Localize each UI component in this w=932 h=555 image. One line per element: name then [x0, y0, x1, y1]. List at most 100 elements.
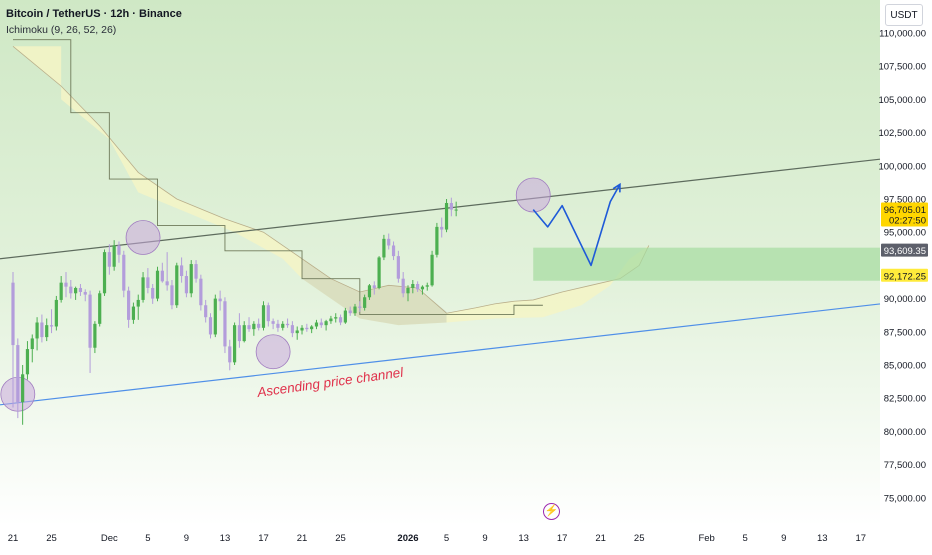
x-tick-label-2: Dec — [101, 533, 118, 544]
candle-body-74 — [368, 285, 371, 297]
x-tick-label-13: 17 — [557, 533, 568, 544]
y-tick-label-8: 87,500.00 — [884, 327, 926, 338]
candle-body-83 — [411, 284, 414, 288]
highlight-circle-2 — [126, 221, 160, 255]
candle-body-70 — [349, 311, 352, 314]
candle-body-33 — [170, 285, 173, 305]
y-tick-label-13: 75,000.00 — [884, 493, 926, 504]
candle-body-47 — [238, 325, 241, 341]
x-tick-label-3: 5 — [145, 533, 150, 544]
candle-body-88 — [435, 227, 438, 255]
candle-body-90 — [445, 203, 448, 230]
candle-body-84 — [416, 284, 419, 289]
y-tick-label-2: 105,000.00 — [878, 95, 926, 106]
candle-body-53 — [267, 305, 270, 321]
candle-body-71 — [353, 307, 356, 314]
candle-body-15 — [84, 292, 87, 295]
candle-body-24 — [127, 291, 130, 320]
highlight-circle-4 — [516, 178, 550, 212]
candle-body-62 — [310, 326, 313, 329]
x-tick-label-4: 9 — [184, 533, 189, 544]
candle-body-52 — [262, 305, 265, 328]
candle-body-29 — [151, 288, 154, 299]
x-tick-label-12: 13 — [518, 533, 529, 544]
candle-body-2 — [21, 374, 24, 402]
candle-body-0 — [11, 283, 14, 345]
x-tick-label-16: Feb — [698, 533, 714, 544]
x-tick-label-20: 17 — [856, 533, 867, 544]
candle-body-92 — [455, 210, 458, 211]
candle-body-89 — [440, 227, 443, 230]
candle-body-81 — [402, 279, 405, 294]
candle-body-72 — [358, 307, 361, 308]
candle-body-50 — [252, 324, 255, 329]
candle-body-75 — [373, 285, 376, 288]
candle-body-45 — [228, 346, 231, 362]
candle-body-48 — [243, 325, 246, 341]
candle-body-22 — [117, 245, 120, 254]
x-tick-label-7: 21 — [297, 533, 308, 544]
y-tick-label-0: 110,000.00 — [879, 29, 926, 40]
candle-body-69 — [344, 311, 347, 323]
candle-body-20 — [108, 252, 111, 267]
price-label-text-0: 96,705.01 — [884, 205, 926, 216]
candle-body-65 — [325, 321, 328, 325]
candle-body-28 — [146, 277, 149, 288]
chart-title: Bitcoin / TetherUS · 12h · Binance — [6, 8, 182, 20]
candle-body-37 — [190, 264, 193, 293]
lightning-icon[interactable]: ⚡ — [543, 503, 560, 520]
x-tick-label-15: 25 — [634, 533, 645, 544]
candle-body-18 — [98, 293, 101, 324]
candle-body-60 — [300, 328, 303, 331]
y-tick-label-9: 85,000.00 — [884, 361, 926, 372]
candle-body-5 — [35, 323, 38, 339]
x-tick-label-0: 21 — [8, 533, 19, 544]
candle-body-86 — [426, 285, 429, 286]
x-tick-label-14: 21 — [595, 533, 606, 544]
candle-body-44 — [223, 301, 226, 346]
candle-body-42 — [214, 299, 217, 335]
candle-body-49 — [247, 325, 250, 329]
candle-body-58 — [291, 325, 294, 333]
candle-body-61 — [305, 328, 308, 329]
price-label-countdown: 02:27:50 — [889, 216, 926, 227]
x-tick-label-19: 13 — [817, 533, 828, 544]
y-tick-label-6: 95,000.00 — [884, 228, 926, 239]
candle-body-40 — [204, 305, 207, 317]
candle-body-78 — [387, 239, 390, 246]
y-tick-label-1: 107,500.00 — [878, 62, 926, 73]
x-tick-label-5: 13 — [220, 533, 231, 544]
price-label-text-2: 92,172.25 — [884, 271, 926, 282]
candle-body-54 — [272, 321, 275, 324]
candle-body-57 — [286, 324, 289, 325]
candle-body-1 — [16, 345, 19, 402]
candle-body-87 — [430, 255, 433, 286]
candle-body-4 — [31, 338, 34, 349]
price-label-text-1: 93,609.35 — [884, 246, 926, 257]
candle-body-63 — [315, 323, 318, 327]
y-tick-label-11: 80,000.00 — [884, 427, 926, 438]
x-tick-label-18: 9 — [781, 533, 786, 544]
y-tick-label-7: 90,000.00 — [884, 294, 926, 305]
currency-button[interactable]: USDT — [885, 4, 923, 26]
candle-body-36 — [185, 276, 188, 293]
candle-body-25 — [132, 307, 135, 320]
candle-body-9 — [55, 300, 58, 327]
candle-body-51 — [257, 324, 260, 328]
candle-body-8 — [50, 325, 53, 326]
candle-body-26 — [137, 300, 140, 307]
candle-body-67 — [334, 317, 337, 318]
candle-body-79 — [392, 245, 395, 256]
candle-body-76 — [377, 257, 380, 288]
indicator-legend[interactable]: Ichimoku (9, 26, 52, 26) — [6, 24, 116, 36]
x-tick-label-11: 9 — [482, 533, 487, 544]
candle-body-6 — [40, 323, 43, 338]
candle-body-59 — [296, 330, 299, 333]
candle-body-35 — [180, 265, 183, 276]
candle-body-14 — [79, 288, 82, 292]
candle-body-12 — [69, 287, 72, 294]
candle-body-91 — [450, 203, 453, 210]
candle-body-82 — [406, 288, 409, 293]
